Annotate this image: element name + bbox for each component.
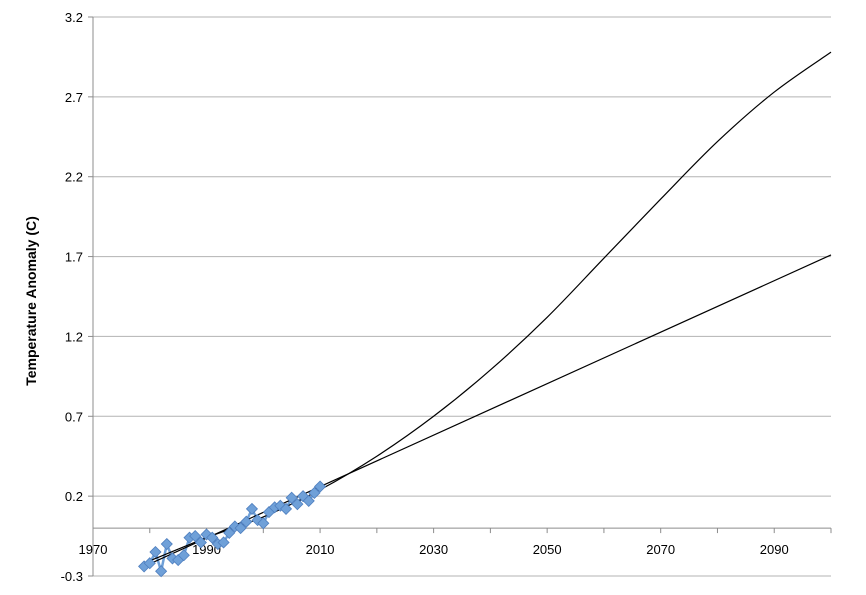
x-tick-label-0: 1970 (79, 542, 108, 557)
data-point-1989 (194, 536, 207, 549)
data-point-1988 (189, 530, 202, 543)
x-tick-label-2: 2010 (306, 542, 335, 557)
x-tick-label-3: 2030 (419, 542, 448, 557)
gridlines (93, 16, 831, 577)
data-point-2009 (308, 486, 321, 500)
data-point-1993 (217, 536, 230, 549)
y-tick-label-1: 0.2 (65, 489, 83, 504)
data-point-1998 (245, 502, 259, 515)
data-point-2010 (314, 480, 327, 493)
data-point-1994 (223, 526, 236, 539)
linear-trend-line (143, 254, 832, 567)
y-tick-label-5: 2.2 (65, 170, 83, 185)
data-markers (138, 480, 327, 578)
data-point-2000 (257, 517, 270, 530)
data-point-1991 (206, 531, 219, 544)
y-tick-label-7: 3.2 (65, 10, 83, 25)
data-point-2008 (302, 494, 315, 507)
y-axis-label: Temperature Anomaly (C) (23, 216, 39, 386)
data-point-1997 (240, 515, 253, 528)
y-tick-label-2: 0.7 (65, 409, 83, 424)
data-point-1983 (160, 537, 173, 551)
y-tick-label-4: 1.7 (65, 250, 83, 265)
data-point-1980 (143, 557, 156, 570)
data-point-2006 (291, 498, 304, 511)
data-point-1981 (149, 545, 162, 559)
x-tick-label-6: 2090 (760, 542, 789, 557)
y-tick-label-0: -0.3 (61, 569, 83, 584)
data-point-2005 (285, 491, 298, 504)
data-point-1986 (177, 549, 190, 562)
y-tick-label-3: 1.2 (65, 329, 83, 344)
axes (88, 16, 832, 577)
x-tick-label-4: 2050 (533, 542, 562, 557)
data-point-2004 (279, 502, 293, 515)
data-point-1996 (234, 522, 247, 535)
data-point-1982 (155, 565, 168, 578)
y-tick-label-6: 2.7 (65, 90, 83, 105)
quadratic-trend-line (143, 51, 832, 564)
x-tick-label-5: 2070 (646, 542, 675, 557)
